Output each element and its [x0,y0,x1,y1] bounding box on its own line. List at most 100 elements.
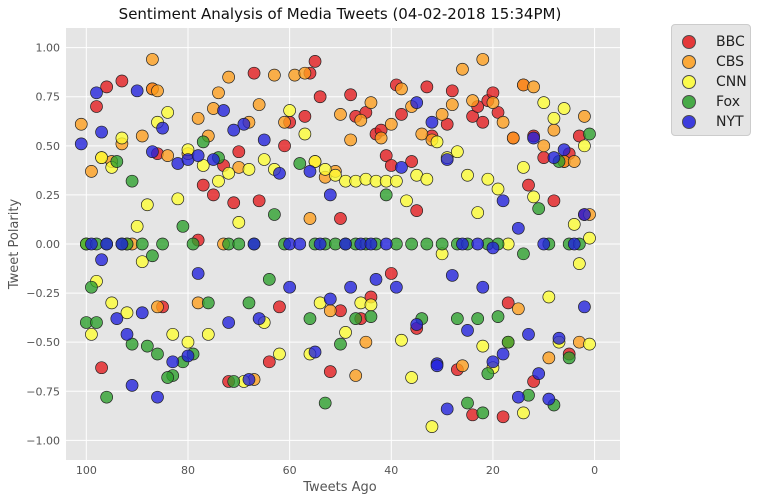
data-point-bbc [298,110,312,123]
legend-item-bbc: BBC [672,33,752,53]
data-point-nyt [135,306,149,320]
series-nyt [74,84,591,416]
data-point-cbs [278,115,291,129]
data-point-cbs [146,53,159,66]
data-point-nyt [537,237,551,251]
data-point-nyt [181,349,195,363]
data-point-cbs [456,359,469,373]
data-point-fox [140,339,154,353]
data-point-fox [156,237,169,251]
data-point-nyt [273,166,286,180]
data-point-cbs [151,84,164,98]
data-point-fox [161,371,175,384]
data-point-cnn [557,102,571,115]
data-point-cbs [85,164,98,178]
data-point-cnn [120,306,134,320]
data-point-bbc [344,88,357,102]
data-point-fox [232,237,246,251]
data-point-fox [476,406,490,420]
data-point-nyt [395,161,408,174]
y-tick-label: −0.50 [26,336,60,349]
data-point-bbc [278,139,291,153]
data-point-nyt [191,267,205,280]
data-point-nyt [496,347,510,361]
data-point-fox [90,316,103,329]
data-point-nyt [527,131,540,145]
data-point-bbc [491,106,505,119]
data-point-nyt [323,292,337,306]
data-point-cnn [273,347,286,361]
data-point-fox [517,247,530,261]
data-point-bbc [227,196,241,210]
data-point-bbc [496,410,510,424]
data-point-cbs [354,113,368,127]
data-point-fox [435,237,449,251]
data-point-nyt [222,316,235,329]
data-point-cnn [471,206,485,219]
data-point-nyt [364,237,378,251]
data-point-cnn [181,335,195,349]
data-point-nyt [567,237,581,251]
data-point-cnn [308,155,322,168]
data-point-cnn [212,174,225,188]
data-point-nyt [578,208,591,221]
data-point-fox [85,280,98,294]
data-point-cnn [527,190,540,204]
data-point-cnn [222,166,235,180]
data-point-fox [125,337,139,351]
data-point-bbc [547,194,561,208]
data-point-cbs [374,131,388,145]
data-point-cbs [252,98,266,111]
y-tick-label: 0.50 [36,140,61,153]
data-point-fox [349,312,363,325]
data-point-fox [196,135,210,149]
data-point-fox [227,375,241,388]
data-point-cbs [334,108,347,121]
data-point-cbs [537,139,551,153]
data-point-cbs [415,127,429,141]
data-point-nyt [120,327,134,341]
data-point-cbs [486,96,500,109]
data-point-nyt [430,359,444,373]
data-point-cbs [359,335,373,349]
data-point-cbs [506,131,520,145]
data-point-nyt [95,125,108,139]
data-point-cbs [384,117,398,131]
data-point-bbc [207,188,220,202]
y-tick-label: −0.25 [26,287,60,300]
data-point-bbc [115,74,129,88]
data-point-fox [405,237,418,251]
data-point-bbc [384,267,398,280]
data-point-bbc [90,100,103,113]
x-tick-label: 0 [591,464,598,477]
data-point-cnn [115,131,129,145]
data-point-bbc [395,108,408,121]
data-point-nyt [237,117,251,131]
data-point-nyt [339,237,352,251]
data-point-nyt [440,153,454,166]
data-point-nyt [308,345,322,359]
legend-label-cbs: CBS [716,54,745,70]
x-ticks: 100 80 60 40 20 0 [76,464,598,477]
data-point-cbs [222,70,235,84]
data-point-bbc [308,55,322,68]
data-point-fox [125,174,139,188]
data-point-cnn [547,111,561,125]
data-point-cnn [572,257,586,270]
data-point-bbc [420,80,434,94]
legend-marker-nyt [682,115,696,129]
data-point-nyt [425,115,439,129]
data-point-cnn [161,106,175,119]
data-point-fox [451,312,464,325]
data-point-cbs [445,98,459,111]
data-point-nyt [440,402,454,416]
x-tick-label: 20 [486,464,500,477]
data-point-cnn [171,192,185,206]
data-point-cnn [283,104,296,117]
data-point-cnn [166,327,180,341]
legend-item-cnn: CNN [672,73,752,93]
data-point-fox [583,127,596,141]
y-tick-label: 0.00 [36,238,61,251]
data-point-fox [318,396,332,410]
data-point-cnn [257,153,271,166]
